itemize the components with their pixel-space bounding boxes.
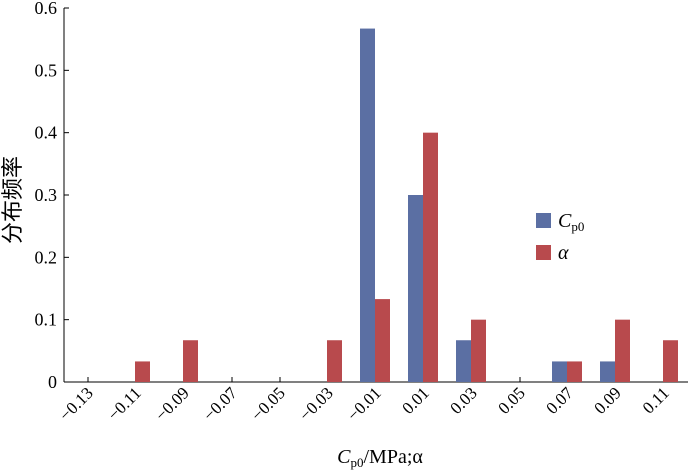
- x-axis-title-rest: /MPa;α: [363, 446, 423, 468]
- bar: [567, 361, 582, 382]
- bar: [471, 319, 486, 382]
- bar: [423, 132, 438, 382]
- bar: [600, 361, 615, 382]
- x-axis: −0.13 −0.11 −0.09 −0.07 −0.05 −0.03 −0.01 0.01 0…: [56, 377, 673, 425]
- x-tick-label: −0.13: [56, 383, 97, 424]
- bar: [327, 340, 342, 382]
- bar: [408, 195, 423, 382]
- bar: [360, 28, 375, 382]
- x-tick-label: −0.07: [200, 383, 242, 425]
- bar: [183, 340, 198, 382]
- bar: [663, 340, 678, 382]
- y-tick-label: 0.5: [35, 60, 58, 80]
- x-tick-label: −0.09: [152, 383, 193, 424]
- x-axis-title-main: C: [337, 446, 351, 468]
- x-tick-label: 0.05: [494, 383, 528, 417]
- legend: Cp0 α: [536, 210, 584, 264]
- x-tick-label: −0.03: [296, 383, 337, 424]
- x-tick-label: 0.03: [446, 383, 480, 417]
- x-tick-label: 0.11: [639, 383, 673, 417]
- legend-swatch: [536, 213, 551, 228]
- x-tick-label: −0.01: [344, 383, 385, 424]
- x-tick-label: 0.09: [590, 383, 624, 417]
- x-tick-label: −0.11: [104, 383, 145, 424]
- y-tick-label: 0.1: [35, 310, 58, 330]
- y-tick-label: 0.4: [35, 123, 58, 143]
- bar: [456, 340, 471, 382]
- legend-swatch: [536, 245, 551, 260]
- bars: [135, 28, 678, 382]
- y-axis-title: 分布频率: [1, 156, 26, 244]
- y-tick-label: 0.3: [35, 185, 58, 205]
- bar: [375, 299, 390, 382]
- y-tick-label: 0.6: [35, 0, 58, 18]
- legend-label: α: [558, 242, 569, 264]
- x-axis-title: Cp0/MPa;α: [337, 446, 423, 470]
- bar: [552, 361, 567, 382]
- legend-label: Cp0: [558, 210, 584, 234]
- y-tick-label: 0.2: [35, 247, 58, 267]
- bar: [615, 319, 630, 382]
- x-axis-title-sub: p0: [350, 455, 363, 470]
- bar: [135, 361, 150, 382]
- x-tick-label: 0.07: [542, 383, 577, 418]
- y-axis: 0 0.1 0.2 0.3 0.4 0.5 0.6: [35, 0, 69, 392]
- y-tick-label: 0: [48, 372, 57, 392]
- x-tick-label: 0.01: [398, 383, 432, 417]
- x-tick-label: −0.05: [248, 383, 289, 424]
